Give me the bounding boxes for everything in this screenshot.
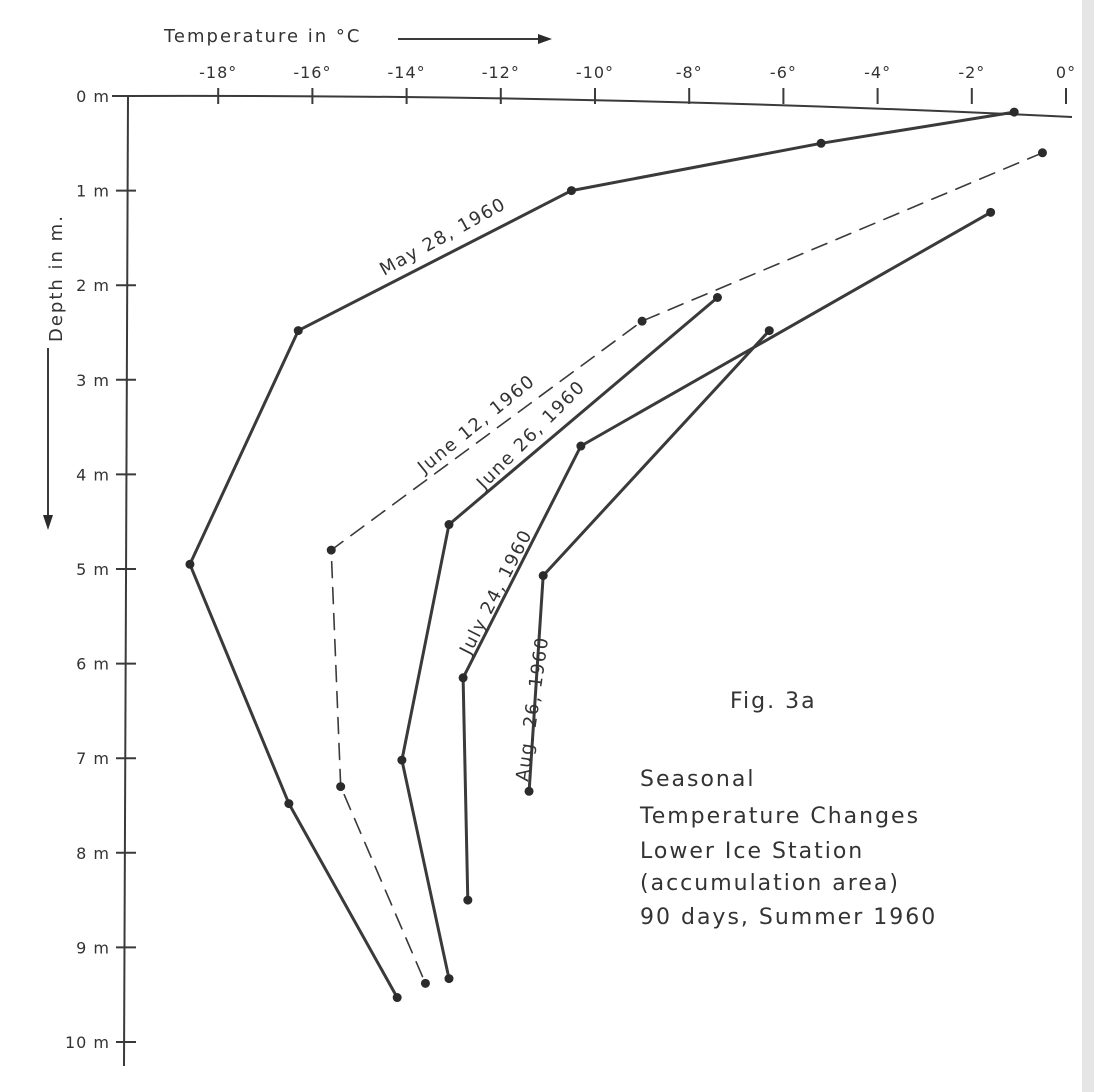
x-tick-label: -10°: [576, 63, 614, 82]
data-point-june-26-1960: [444, 974, 454, 984]
series-label-july-24: July 24, 1960: [455, 526, 537, 659]
figure-title-line-5: 90 days, Summer 1960: [640, 905, 937, 930]
data-point-may-28-1960: [816, 138, 826, 148]
data-point-aug-26-1960: [538, 571, 548, 581]
figure-title-line-3: Lower Ice Station: [640, 839, 864, 864]
data-point-may-28-1960: [392, 993, 402, 1003]
y-axis-title-arrow-head: [43, 515, 53, 530]
data-point-may-28-1960: [293, 326, 303, 336]
data-point-july-24-1960: [986, 207, 996, 217]
y-axis-title-text: Depth in m.: [46, 214, 67, 342]
y-tick-label: 6 m: [76, 655, 110, 674]
y-tick-label: 5 m: [76, 560, 110, 579]
y-tick-label: 9 m: [76, 938, 110, 957]
data-point-aug-26-1960: [764, 326, 774, 336]
data-point-june-26-1960: [397, 755, 407, 765]
x-tick-label: -2°: [958, 63, 985, 82]
y-axis-line: [123, 95, 129, 1067]
y-axis-title: Depth in m.: [43, 214, 67, 530]
x-tick-label: -12°: [482, 63, 520, 82]
series-line-july-24-1960: [461, 210, 993, 902]
x-tick-label: -14°: [388, 63, 426, 82]
figure-title: Seasonal Temperature Changes Lower Ice S…: [639, 767, 937, 930]
x-tick-label: 0°: [1056, 63, 1076, 82]
y-tick-label: 8 m: [76, 844, 110, 863]
data-point-july-24-1960: [576, 441, 586, 451]
series-label-aug-26: Aug. 26, 1960: [512, 635, 553, 783]
page-edge-shade: [1082, 0, 1094, 1092]
data-point-june-12-1960: [336, 782, 346, 792]
y-tick-label: 1 m: [76, 182, 110, 201]
data-point-may-28-1960: [1009, 107, 1019, 117]
figure-title-line-2: Temperature Changes: [639, 804, 920, 829]
y-axis-ticks: 0 m 1 m 2 m 3 m 4 m 5 m 6 m 7 m 8 m 9 m 10 m: [65, 87, 136, 1052]
y-tick-label: 4 m: [76, 465, 110, 484]
series-june-26-1960: [397, 292, 722, 984]
data-point-june-12-1960: [420, 978, 430, 988]
data-point-june-26-1960: [712, 292, 722, 302]
series-may-28-1960: [185, 107, 1019, 1003]
x-tick-label: -18°: [199, 63, 237, 82]
series-label-may-28: May 28, 1960: [376, 194, 510, 281]
y-tick-label: 2 m: [76, 276, 110, 295]
x-tick-label: -8°: [676, 63, 703, 82]
x-axis-title-text: Temperature in °C: [163, 26, 361, 47]
data-point-june-26-1960: [444, 520, 454, 530]
x-axis-title-arrow-head: [538, 34, 552, 44]
series-june-12-1960: [326, 148, 1047, 988]
x-tick-label: -6°: [770, 63, 797, 82]
y-tick-label: 10 m: [65, 1033, 110, 1052]
series-line-june-26-1960: [400, 296, 719, 981]
series-label-june-26: June 26, 1960: [472, 376, 590, 494]
figure-label: Fig. 3a: [730, 689, 817, 714]
series-july-24-1960: [458, 207, 996, 905]
x-tick-label: -16°: [293, 63, 331, 82]
data-point-june-12-1960: [637, 316, 647, 326]
figure-title-line-1: Seasonal: [640, 767, 755, 792]
x-tick-label: -4°: [864, 63, 891, 82]
data-point-aug-26-1960: [524, 786, 534, 796]
series-aug-26-1960: [524, 326, 774, 796]
x-axis-ticks: -18° -16° -14° -12° -10° -8° -6° -4° -2° 0°: [199, 63, 1076, 104]
series-layer: [185, 107, 1047, 1003]
data-point-may-28-1960: [566, 186, 576, 196]
y-tick-label: 3 m: [76, 371, 110, 390]
y-tick-label: 0 m: [76, 87, 110, 106]
data-point-may-28-1960: [284, 799, 294, 809]
x-axis-title: Temperature in °C: [163, 26, 552, 47]
series-line-may-28-1960: [188, 110, 1016, 999]
data-point-june-12-1960: [1037, 148, 1047, 158]
figure-title-line-4: (accumulation area): [640, 871, 900, 896]
x-axis-line: [111, 94, 1073, 118]
data-point-june-12-1960: [326, 545, 336, 555]
data-point-july-24-1960: [463, 895, 473, 905]
data-point-july-24-1960: [458, 673, 468, 683]
data-point-may-28-1960: [185, 559, 195, 569]
y-tick-label: 7 m: [76, 749, 110, 768]
